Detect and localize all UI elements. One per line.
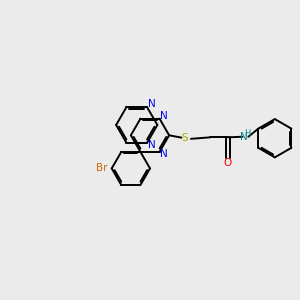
Text: N: N [160, 111, 168, 121]
Text: N: N [160, 148, 168, 159]
Text: H: H [244, 129, 250, 138]
Text: O: O [224, 158, 232, 168]
Text: Br: Br [96, 164, 107, 173]
Text: N: N [240, 132, 248, 142]
Text: S: S [181, 133, 188, 143]
Text: N: N [148, 140, 156, 150]
Text: N: N [148, 99, 156, 109]
